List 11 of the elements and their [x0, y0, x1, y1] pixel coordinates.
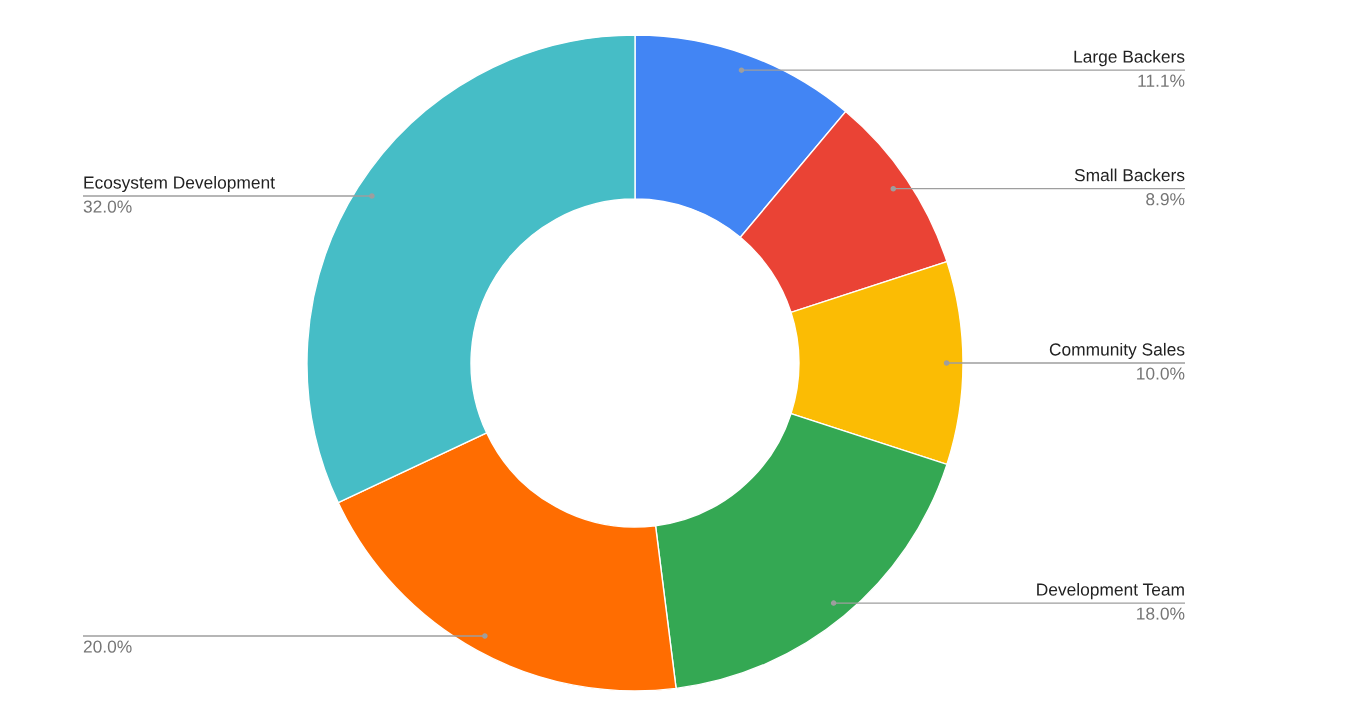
data-label: 11.1% [1138, 74, 1185, 87]
data-label: 8.9% [1146, 193, 1185, 206]
data-label: 20.0% [83, 640, 132, 653]
slice-label: Large Backers [1074, 50, 1185, 67]
slice-label: Small Backers [1074, 168, 1185, 182]
slice-label: Development Team [1037, 582, 1184, 600]
slice-label: Ecosystem Development [84, 175, 275, 193]
data-label: 18.0% [1137, 607, 1185, 620]
slice-label: Community Sales [1049, 342, 1185, 360]
data-label: 32.0% [83, 200, 132, 213]
data-label: 10.0% [1137, 367, 1185, 380]
